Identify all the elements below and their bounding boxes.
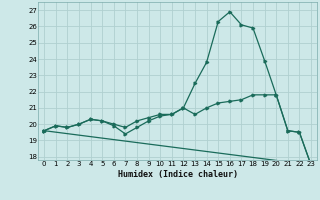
X-axis label: Humidex (Indice chaleur): Humidex (Indice chaleur) (118, 170, 238, 179)
